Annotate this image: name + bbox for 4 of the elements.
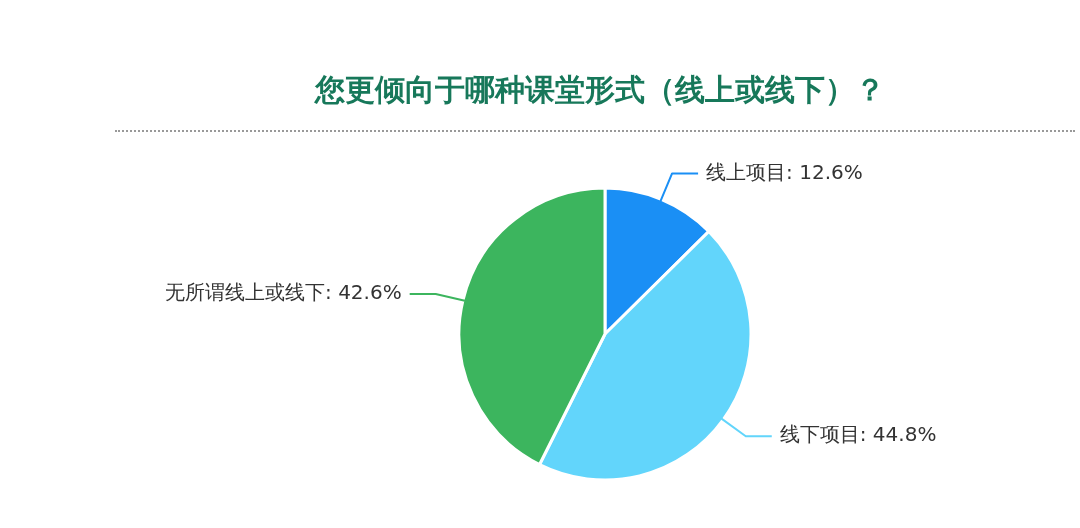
slice-label: 线上项目: 12.6% bbox=[706, 159, 863, 184]
chart-title: 您更倾向于哪种课堂形式（线上或线下）？ bbox=[313, 71, 886, 109]
slice-label: 线下项目: 44.8% bbox=[779, 422, 937, 447]
slice-label: 无所谓线上或线下: 42.6% bbox=[165, 280, 402, 305]
